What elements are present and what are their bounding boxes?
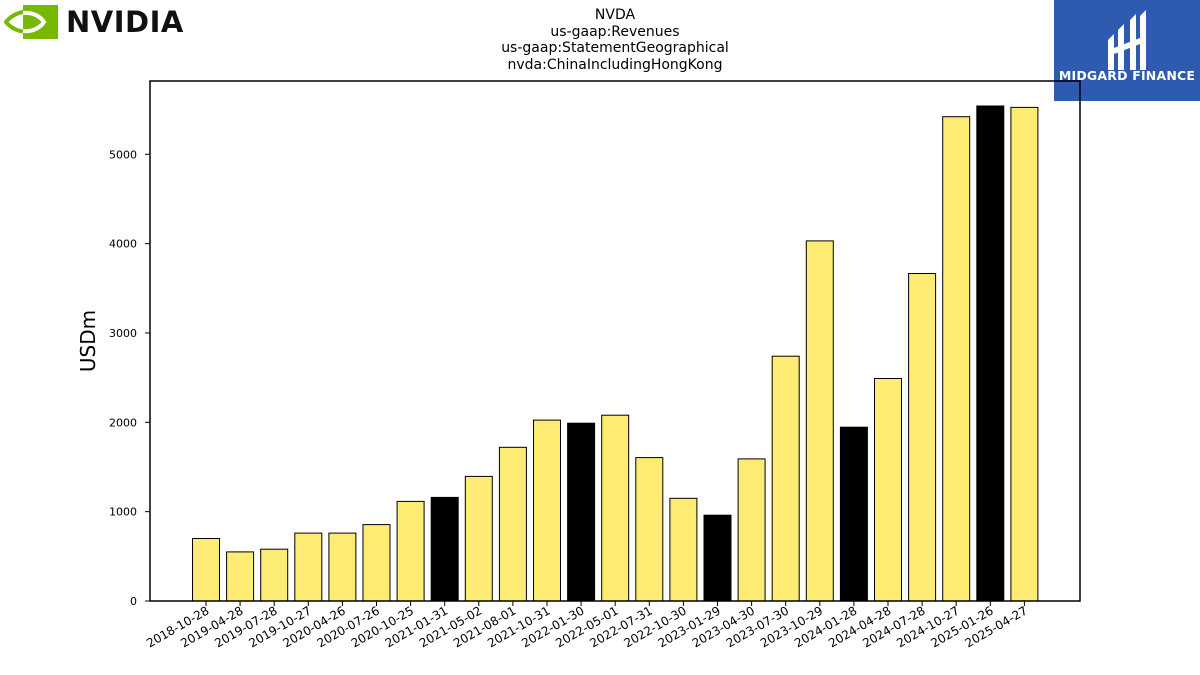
title-line-member: nvda:ChinaIncludingHongKong [507,56,723,73]
bar [192,538,220,602]
bar [533,419,561,602]
nvidia-eye-icon [4,5,58,39]
bar [430,496,459,602]
bar [908,273,937,602]
bar [771,355,800,602]
bar [976,105,1005,602]
chart-title: NVDA us-gaap:Revenues us-gaap:StatementG… [415,7,815,73]
bar [703,514,732,602]
bar [874,378,902,602]
y-tick-label: 5000 [109,148,137,161]
y-axis-label: USDm [76,310,100,372]
y-tick-label: 0 [130,595,137,608]
bar [839,426,868,602]
bar [601,414,630,602]
brand-name: NVIDIA [66,5,184,39]
bar [396,500,425,602]
bar [737,458,766,602]
watermark-text: MIDGARD FINANCE [1058,68,1196,83]
y-tick-label: 1000 [109,506,137,519]
bar [635,457,664,602]
bar [498,446,527,602]
bar [362,524,391,602]
title-line-statement: us-gaap:StatementGeographical [501,40,729,56]
y-tick-label: 3000 [109,327,137,340]
bar [1010,106,1039,602]
title-line-concept: us-gaap:Revenues [550,23,680,40]
y-tick-label: 2000 [109,416,137,429]
bar [328,532,357,602]
bar [669,497,698,602]
bar [805,240,834,602]
title-line-ticker: NVDA [594,7,636,23]
nvidia-logo: NVIDIA [4,4,184,40]
midgard-mark-icon [1108,10,1146,70]
bar [260,548,289,602]
y-tick-label: 4000 [109,238,137,251]
bar [567,422,596,602]
bar [226,551,255,602]
bar [942,116,971,602]
bar [464,475,493,602]
midgard-finance-logo: MIDGARD FINANCE [1054,0,1200,101]
bar [294,532,323,602]
